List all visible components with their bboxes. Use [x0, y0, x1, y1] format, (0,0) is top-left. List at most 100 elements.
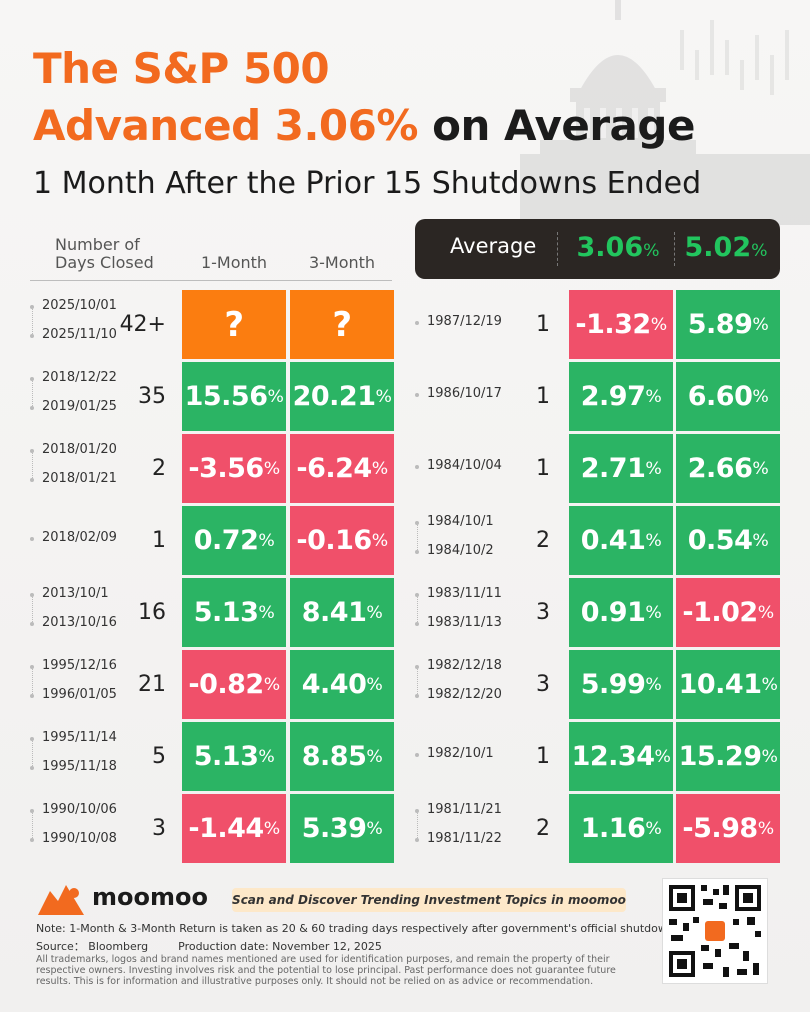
timeline-dot	[30, 809, 34, 813]
three-month-return-cell: -0.16%	[290, 506, 394, 575]
headline-line-1: The S&P 500	[33, 44, 330, 93]
one-month-return-value: 5.99	[580, 669, 646, 700]
three-month-return-value: ?	[332, 304, 352, 345]
table-row: 2018/12/22 2019/01/25 35 15.56% 20.21%	[0, 362, 810, 431]
shutdown-dates: 1982/12/18 1982/12/20	[415, 650, 515, 719]
table-row: 1984/10/1 1984/10/2 2 0.41% 0.54%	[0, 506, 810, 575]
timeline-dot	[30, 406, 34, 410]
shutdown-dates: 2018/02/09	[30, 506, 130, 575]
table-row: 1982/12/18 1982/12/20 3 5.99% 10.41%	[0, 650, 810, 719]
timeline-dot	[30, 377, 34, 381]
three-month-return-cell: 6.60%	[676, 362, 780, 431]
days-closed: 2	[152, 456, 166, 481]
three-month-return-cell: -5.98%	[676, 794, 780, 863]
shutdown-dates: 2025/10/01 2025/11/10	[30, 290, 130, 359]
timeline-dot	[415, 838, 419, 842]
qr-code-icon[interactable]	[662, 878, 768, 984]
end-date: 2019/01/25	[42, 399, 117, 414]
days-closed: 5	[152, 744, 166, 769]
start-date: 1983/11/11	[427, 586, 502, 601]
disclaimer: All trademarks, logos and brand names me…	[36, 954, 616, 987]
timeline-dot	[30, 537, 34, 541]
start-date: 1982/12/18	[427, 658, 502, 673]
one-month-return-cell: -0.82%	[182, 650, 286, 719]
three-month-return-value: -0.16	[296, 525, 372, 556]
timeline-line	[416, 525, 419, 550]
days-closed: 1	[536, 456, 550, 481]
days-closed: 1	[536, 744, 550, 769]
shutdown-dates: 2013/10/1 2013/10/16	[30, 578, 130, 647]
days-closed: 2	[536, 816, 550, 841]
source-line: Source： Bloomberg Production date: Novemb…	[36, 938, 412, 954]
one-month-return-cell: -1.32%	[569, 290, 673, 359]
timeline-dot	[415, 393, 419, 397]
shutdown-dates: 1984/10/04	[415, 434, 515, 503]
table-row: 1984/10/04 1 2.71% 2.66%	[0, 434, 810, 503]
shutdown-dates: 1982/10/1	[415, 722, 515, 791]
one-month-return-cell: 15.56%	[182, 362, 286, 431]
timeline-line	[31, 741, 34, 766]
one-month-return-value: -1.32	[575, 309, 651, 340]
footnote: Note: 1-Month & 3-Month Return is taken …	[36, 922, 674, 935]
days-closed: 21	[138, 672, 166, 697]
days-closed: 3	[536, 600, 550, 625]
one-month-return-cell: -3.56%	[182, 434, 286, 503]
end-date: 1984/10/2	[427, 543, 494, 558]
one-month-return-cell: -1.44%	[182, 794, 286, 863]
start-date: 2013/10/1	[42, 586, 109, 601]
end-date: 1995/11/18	[42, 759, 117, 774]
timeline-line	[416, 813, 419, 838]
timeline-dot	[415, 809, 419, 813]
start-date: 1984/10/1	[427, 514, 494, 529]
one-month-return-cell: 2.71%	[569, 434, 673, 503]
timeline-dot	[415, 622, 419, 626]
end-date: 2013/10/16	[42, 615, 117, 630]
days-closed: 3	[152, 816, 166, 841]
end-date: 2025/11/10	[42, 327, 117, 342]
three-month-return-cell: 5.39%	[290, 794, 394, 863]
three-month-return-cell: -1.02%	[676, 578, 780, 647]
three-month-return-cell: 2.66%	[676, 434, 780, 503]
days-closed: 42+	[119, 312, 166, 337]
three-month-return-value: 8.85	[301, 741, 367, 772]
promo-banner: Scan and Discover Trending Investment To…	[232, 888, 626, 912]
source-text: Source： Bloomberg	[36, 940, 149, 953]
timeline-dot	[415, 593, 419, 597]
timeline-line	[31, 597, 34, 622]
table-row: 1995/11/14 1995/11/18 5 5.13% 8.85%	[0, 722, 810, 791]
timeline-dot	[415, 465, 419, 469]
timeline-dot	[415, 694, 419, 698]
average-label: Average	[450, 234, 537, 258]
capitol-building-illustration	[520, 0, 810, 225]
three-month-return-cell: 4.40%	[290, 650, 394, 719]
three-month-return-cell: 8.41%	[290, 578, 394, 647]
days-closed: 1	[536, 312, 550, 337]
days-closed: 1	[536, 384, 550, 409]
timeline-dot	[30, 478, 34, 482]
one-month-return-value: 12.34	[571, 741, 655, 772]
three-month-return-value: 5.39	[301, 813, 367, 844]
one-month-return-value: 15.56	[184, 381, 268, 412]
timeline-line	[31, 813, 34, 838]
shutdown-dates: 2018/01/20 2018/01/21	[30, 434, 130, 503]
start-date: 2018/02/09	[42, 530, 117, 545]
three-month-return-value: 15.29	[678, 741, 762, 772]
end-date: 1982/12/20	[427, 687, 502, 702]
end-date: 2018/01/21	[42, 471, 117, 486]
three-month-return-value: 5.89	[687, 309, 753, 340]
one-month-return-value: 0.72	[193, 525, 259, 556]
table-row: 1983/11/11 1983/11/13 3 0.91% -1.02%	[0, 578, 810, 647]
three-month-return-value: 20.21	[292, 381, 376, 412]
average-one-month: 3.06%	[576, 232, 660, 263]
timeline-line	[416, 597, 419, 622]
timeline-dot	[30, 622, 34, 626]
days-closed: 35	[138, 384, 166, 409]
three-month-return-cell: ?	[290, 290, 394, 359]
start-date: 1995/12/16	[42, 658, 117, 673]
timeline-dot	[415, 550, 419, 554]
one-month-return-cell: ?	[182, 290, 286, 359]
three-month-return-cell: 5.89%	[676, 290, 780, 359]
one-month-return-cell: 12.34%	[569, 722, 673, 791]
shutdown-dates: 1990/10/06 1990/10/08	[30, 794, 130, 863]
